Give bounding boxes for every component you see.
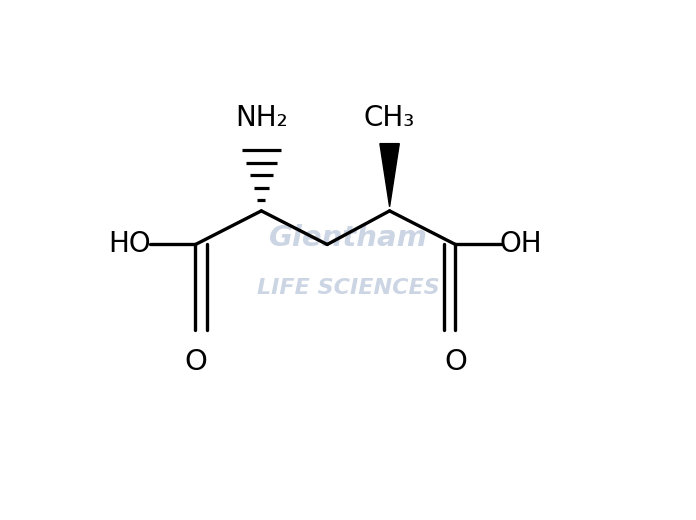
Text: CH₃: CH₃ <box>364 104 416 132</box>
Text: Glentham: Glentham <box>269 224 427 252</box>
Text: HO: HO <box>109 230 151 258</box>
Text: LIFE SCIENCES: LIFE SCIENCES <box>257 278 439 298</box>
Text: O: O <box>444 348 467 376</box>
Text: OH: OH <box>500 230 543 258</box>
Text: O: O <box>184 348 207 376</box>
Text: NH₂: NH₂ <box>235 104 287 132</box>
Polygon shape <box>380 144 400 207</box>
